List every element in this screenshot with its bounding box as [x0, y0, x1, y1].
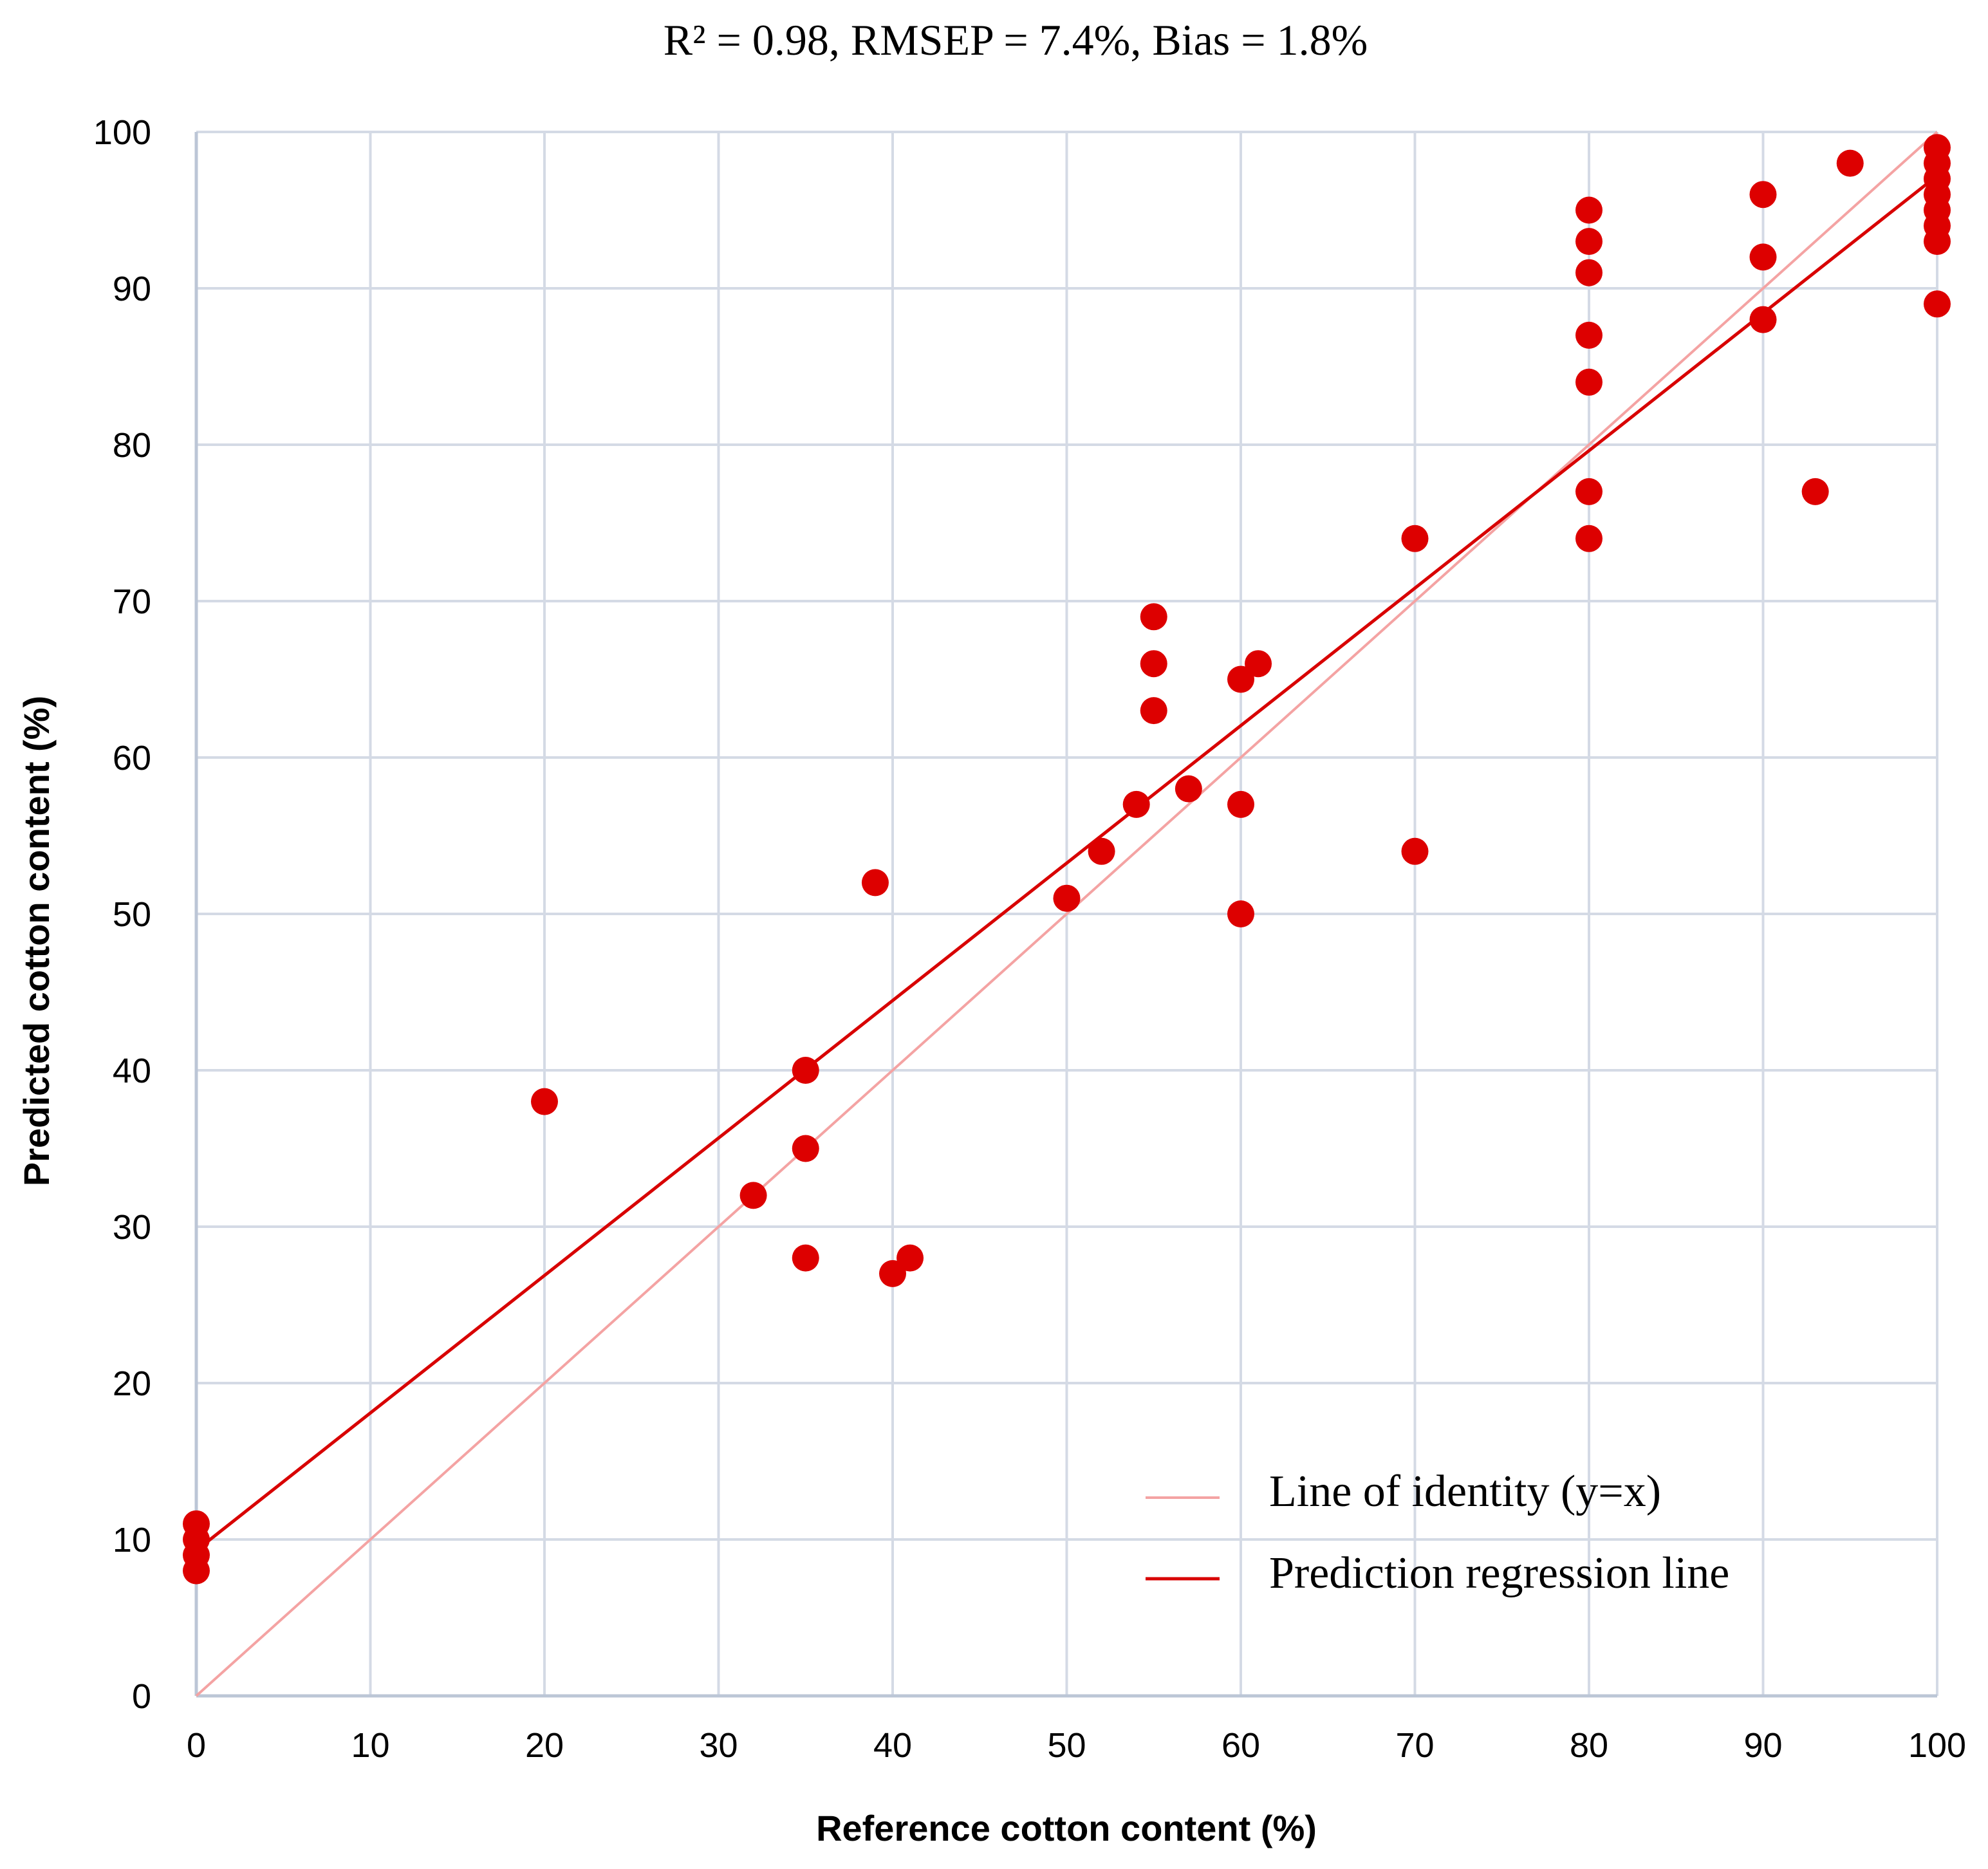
data-points: [183, 134, 1951, 1585]
data-point: [1575, 368, 1602, 396]
x-tick-labels: 0 10 20 30 40 50 60 70 80 90 100: [187, 1726, 1966, 1765]
data-point: [1801, 478, 1829, 505]
data-point: [1227, 900, 1254, 927]
data-point: [896, 1244, 924, 1272]
data-point: [1227, 665, 1254, 693]
data-point: [1836, 149, 1864, 177]
data-point: [1575, 525, 1602, 552]
y-tick-label: 40: [113, 1052, 151, 1090]
y-tick-label: 70: [113, 582, 151, 621]
reference-lines: [195, 131, 1938, 1697]
data-point: [879, 1260, 906, 1287]
legend-label-identity: Line of identity (y=x): [1269, 1467, 1661, 1516]
data-point: [1924, 228, 1951, 256]
x-tick-label: 40: [873, 1726, 912, 1765]
data-point: [1245, 650, 1272, 678]
data-point: [1227, 790, 1254, 818]
data-point: [792, 1135, 819, 1162]
axes: [194, 132, 1937, 1698]
x-tick-label: 90: [1743, 1726, 1782, 1765]
legend-label-regression: Prediction regression line: [1269, 1548, 1729, 1598]
x-tick-label: 80: [1570, 1726, 1608, 1765]
x-tick-label: 20: [525, 1726, 564, 1765]
y-tick-label: 80: [113, 426, 151, 465]
data-point: [739, 1182, 767, 1209]
data-point: [1575, 228, 1602, 256]
y-tick-label: 90: [113, 270, 151, 308]
y-tick-label: 30: [113, 1208, 151, 1247]
data-point: [1122, 790, 1150, 818]
x-tick-label: 70: [1395, 1726, 1434, 1765]
data-point: [1575, 321, 1602, 349]
data-point: [531, 1088, 558, 1115]
x-tick-label: 50: [1047, 1726, 1086, 1765]
data-point: [1575, 259, 1602, 286]
data-point: [1140, 603, 1167, 631]
x-tick-label: 10: [351, 1726, 389, 1765]
y-tick-label: 10: [113, 1521, 151, 1559]
legend: Line of identity (y=x) Prediction regres…: [1146, 1467, 1729, 1598]
data-point: [1749, 243, 1777, 271]
y-axis-label: Predicted cotton content (%): [16, 696, 57, 1186]
data-point: [1575, 196, 1602, 224]
data-point: [1401, 525, 1429, 552]
data-point: [1575, 478, 1602, 505]
data-point: [1924, 290, 1951, 318]
chart-title: R² = 0.98, RMSEP = 7.4%, Bias = 1.8%: [664, 15, 1368, 64]
y-tick-labels: 0 10 20 30 40 50 60 70 80 90 100: [93, 113, 151, 1716]
x-tick-label: 60: [1222, 1726, 1260, 1765]
data-point: [1140, 697, 1167, 725]
y-tick-label: 20: [113, 1364, 151, 1403]
x-tick-label: 0: [187, 1726, 206, 1765]
data-point: [792, 1057, 819, 1084]
y-tick-label: 100: [93, 113, 151, 152]
data-point: [1749, 181, 1777, 209]
data-point: [1401, 837, 1429, 865]
y-tick-label: 60: [113, 739, 151, 777]
y-tick-label: 50: [113, 895, 151, 934]
data-point: [1140, 650, 1167, 678]
y-tick-label: 0: [132, 1677, 151, 1716]
regression-line: [195, 174, 1938, 1552]
data-point: [861, 869, 889, 897]
x-tick-label: 100: [1908, 1726, 1966, 1765]
data-point: [183, 1510, 210, 1538]
x-axis-label: Reference cotton content (%): [816, 1808, 1317, 1848]
data-point: [1749, 306, 1777, 333]
data-point: [1088, 837, 1115, 865]
x-tick-label: 30: [699, 1726, 738, 1765]
grid: [196, 131, 1938, 1696]
data-point: [1175, 775, 1202, 803]
data-point: [792, 1244, 819, 1272]
identity-line: [195, 131, 1938, 1697]
data-point: [1053, 884, 1081, 912]
